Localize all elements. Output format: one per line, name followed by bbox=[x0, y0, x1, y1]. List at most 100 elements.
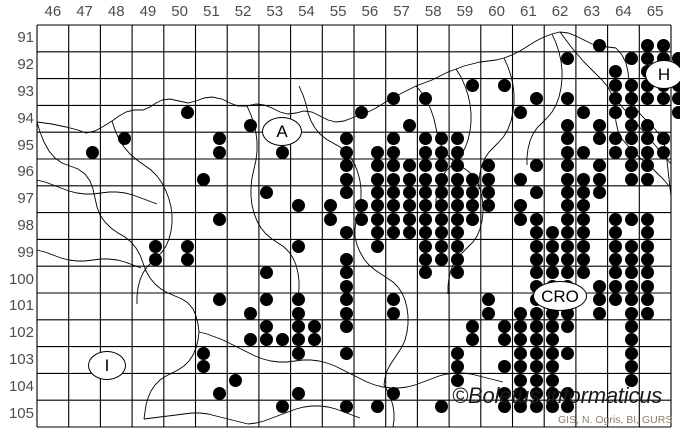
occurrence-dot bbox=[466, 199, 480, 213]
occurrence-dot bbox=[498, 400, 512, 414]
country-badge-hungary: H bbox=[645, 60, 680, 89]
y-axis-tick-101: 101 bbox=[8, 297, 34, 315]
occurrence-dot bbox=[450, 186, 464, 199]
occurrence-dot bbox=[656, 92, 670, 106]
occurrence-dot bbox=[339, 293, 353, 307]
occurrence-dot bbox=[609, 293, 623, 307]
y-axis-tick-93: 93 bbox=[17, 83, 34, 100]
occurrence-dot bbox=[561, 52, 575, 65]
occurrence-dot bbox=[212, 212, 226, 226]
occurrence-dot bbox=[561, 212, 575, 226]
occurrence-dot bbox=[339, 226, 353, 240]
occurrence-dot bbox=[482, 306, 496, 320]
occurrence-dot bbox=[640, 293, 654, 307]
occurrence-dot bbox=[149, 253, 163, 266]
occurrence-dot bbox=[656, 38, 670, 52]
y-axis-tick-102: 102 bbox=[8, 324, 34, 342]
occurrence-dot bbox=[292, 320, 306, 333]
x-axis-tick-63: 63 bbox=[583, 3, 601, 20]
occurrence-dot bbox=[593, 119, 607, 132]
occurrence-dot bbox=[577, 212, 591, 226]
x-axis-tick-61: 61 bbox=[520, 3, 537, 20]
x-axis-tick-64: 64 bbox=[615, 3, 632, 20]
occurrence-dot bbox=[149, 239, 163, 253]
occurrence-dot bbox=[529, 333, 543, 347]
occurrence-dot bbox=[85, 145, 99, 159]
occurrence-dot bbox=[609, 226, 623, 240]
occurrence-dot bbox=[561, 346, 575, 360]
occurrence-dot bbox=[640, 172, 654, 186]
occurrence-dot bbox=[624, 78, 638, 92]
occurrence-dot bbox=[292, 199, 306, 213]
occurrence-dot bbox=[181, 239, 195, 253]
y-axis-tick-97: 97 bbox=[17, 190, 34, 208]
occurrence-dot bbox=[450, 172, 464, 186]
occurrence-dot bbox=[387, 159, 401, 173]
occurrence-dot bbox=[339, 132, 353, 146]
occurrence-dot bbox=[434, 186, 448, 199]
occurrence-dot bbox=[545, 400, 559, 414]
occurrence-dot bbox=[529, 373, 543, 387]
occurrence-dot bbox=[640, 145, 654, 159]
occurrence-dot bbox=[624, 172, 638, 186]
occurrence-dot bbox=[418, 226, 432, 240]
occurrence-dot bbox=[450, 132, 464, 146]
occurrence-dot bbox=[418, 92, 432, 106]
occurrence-dot bbox=[545, 226, 559, 240]
occurrence-dot bbox=[339, 279, 353, 293]
occurrence-dot bbox=[260, 333, 274, 347]
occurrence-dot bbox=[577, 186, 591, 199]
occurrence-dot bbox=[371, 226, 385, 240]
y-axis-tick-91: 91 bbox=[17, 29, 34, 47]
occurrence-dot bbox=[561, 239, 575, 253]
x-axis-tick-52: 52 bbox=[234, 3, 252, 20]
occurrence-dot bbox=[418, 145, 432, 159]
occurrence-dot bbox=[561, 199, 575, 213]
occurrence-dot bbox=[434, 172, 448, 186]
occurrence-dot bbox=[577, 145, 591, 159]
occurrence-dot bbox=[228, 373, 242, 387]
occurrence-dot bbox=[624, 145, 638, 159]
occurrence-dot bbox=[545, 320, 559, 333]
occurrence-dot bbox=[434, 253, 448, 266]
occurrence-dot bbox=[561, 253, 575, 266]
occurrence-dot bbox=[418, 239, 432, 253]
occurrence-dot bbox=[212, 293, 226, 307]
occurrence-dot bbox=[418, 186, 432, 199]
occurrence-dot bbox=[260, 293, 274, 307]
occurrence-dot bbox=[624, 159, 638, 173]
occurrence-dot bbox=[513, 387, 527, 400]
occurrence-dot bbox=[593, 293, 607, 307]
occurrence-dot bbox=[450, 373, 464, 387]
occurrence-dot bbox=[561, 159, 575, 173]
occurrence-dot bbox=[593, 279, 607, 293]
occurrence-dot bbox=[260, 320, 274, 333]
occurrence-dot bbox=[387, 387, 401, 400]
occurrence-dot bbox=[498, 360, 512, 374]
x-axis-tick-46: 46 bbox=[44, 3, 62, 20]
occurrence-dot bbox=[307, 333, 321, 347]
occurrence-dot bbox=[339, 266, 353, 280]
occurrence-dot bbox=[292, 239, 306, 253]
occurrence-dot bbox=[339, 400, 353, 414]
occurrence-dot bbox=[498, 333, 512, 347]
occurrence-dot bbox=[418, 132, 432, 146]
occurrence-dot bbox=[212, 132, 226, 146]
x-axis-tick-54: 54 bbox=[298, 3, 315, 20]
y-axis-tick-103: 103 bbox=[8, 351, 34, 368]
occurrence-dot bbox=[244, 333, 258, 347]
occurrence-dot bbox=[402, 119, 416, 132]
country-badge-austria: A bbox=[262, 117, 302, 146]
occurrence-dot bbox=[640, 132, 654, 146]
occurrence-dot bbox=[482, 172, 496, 186]
occurrence-dot bbox=[529, 92, 543, 106]
occurrence-dot bbox=[482, 159, 496, 173]
occurrence-dot bbox=[545, 239, 559, 253]
occurrence-dot bbox=[402, 212, 416, 226]
occurrence-dot bbox=[260, 186, 274, 199]
occurrence-dot bbox=[545, 360, 559, 374]
occurrence-dot bbox=[593, 306, 607, 320]
occurrence-dot bbox=[529, 400, 543, 414]
occurrence-dot bbox=[276, 333, 290, 347]
